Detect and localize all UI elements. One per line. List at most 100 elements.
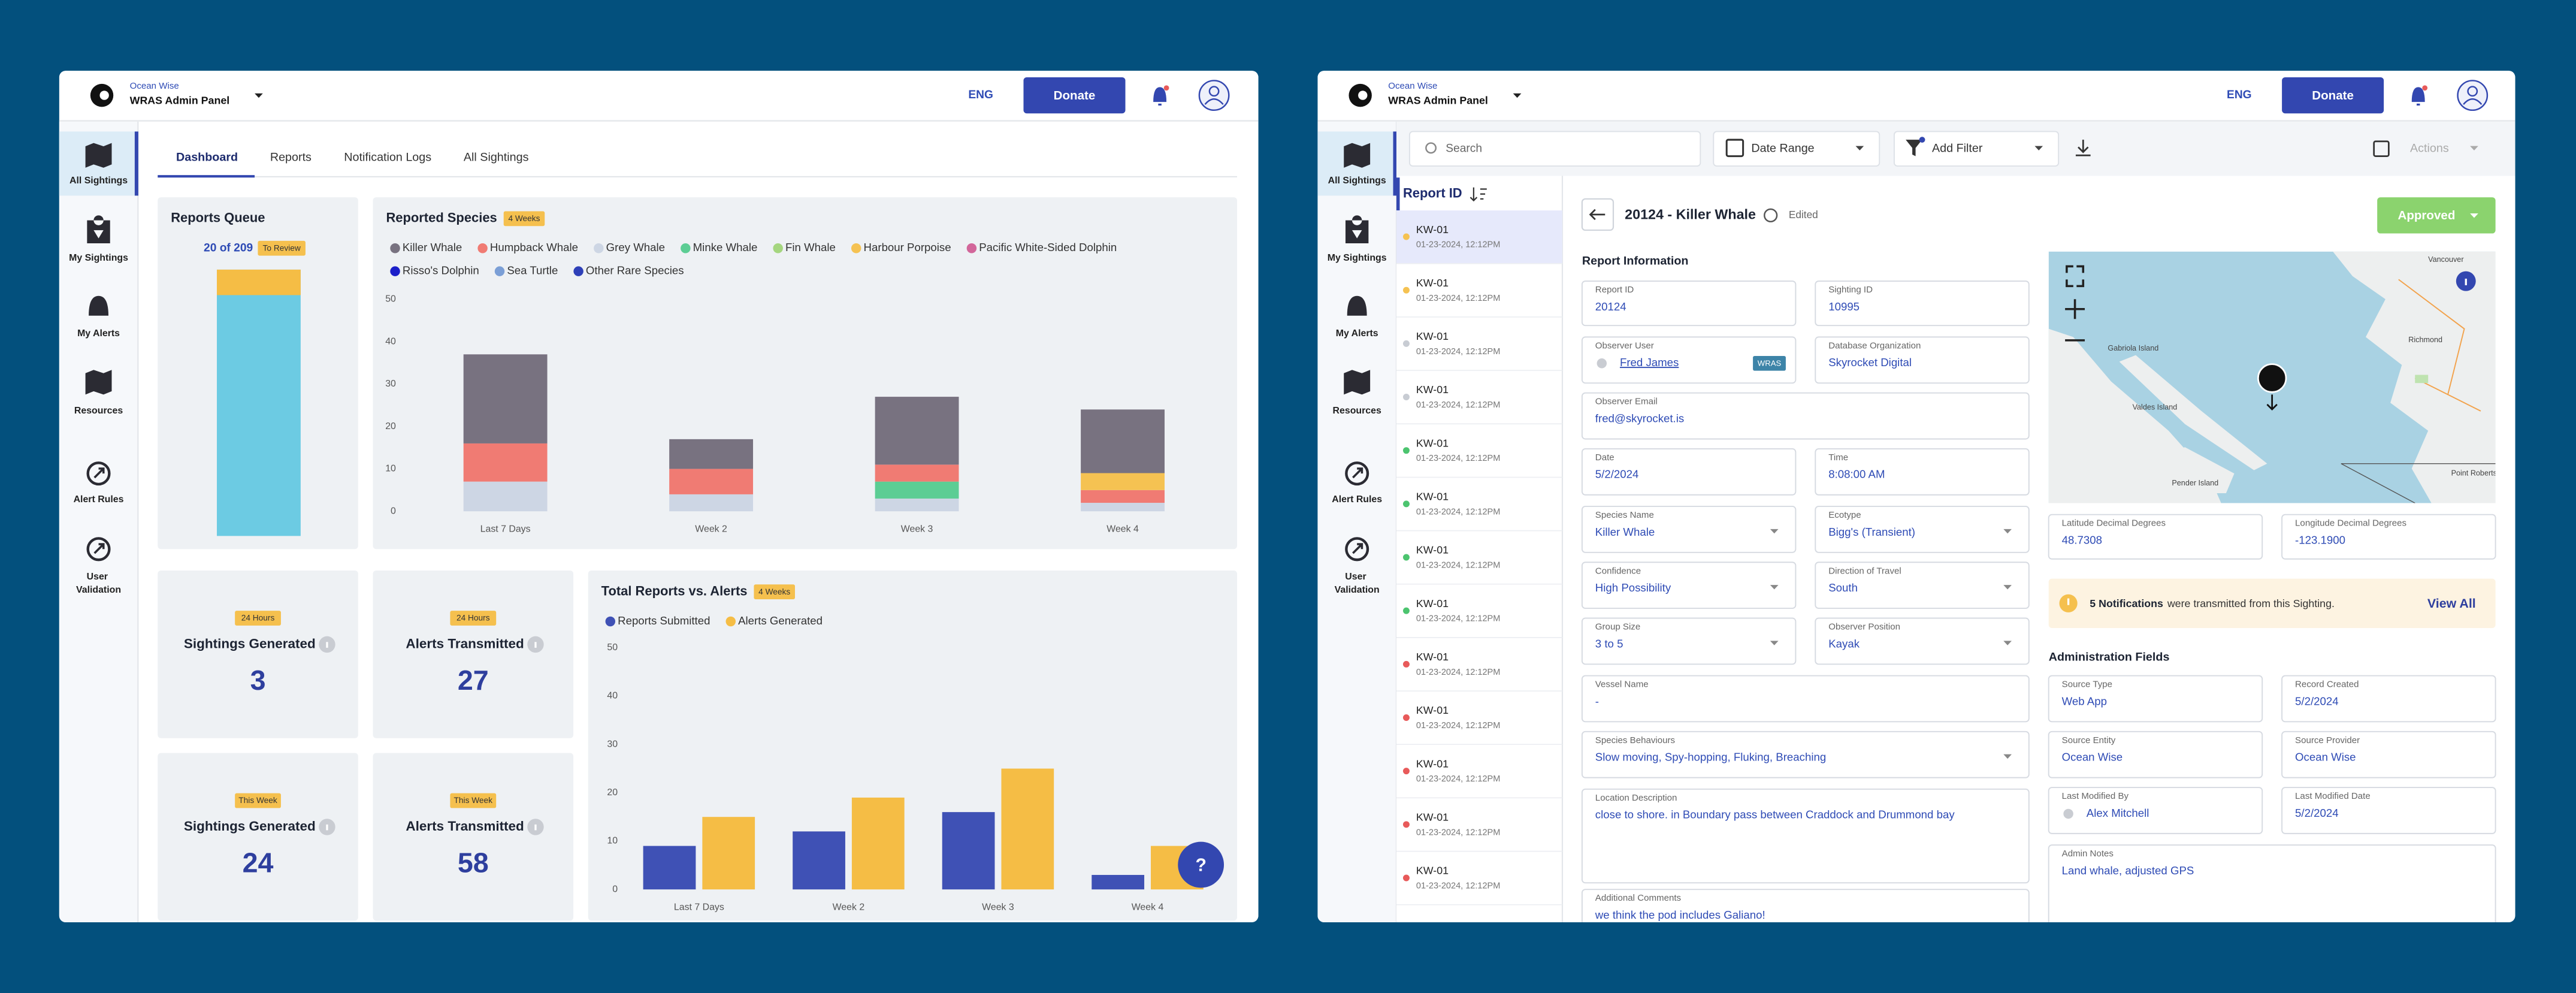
- view-all-link[interactable]: View All: [2427, 596, 2476, 611]
- nav-icon[interactable]: [1347, 295, 1367, 316]
- badge-label: 4 Weeks: [508, 214, 540, 223]
- field[interactable]: [2281, 514, 2496, 560]
- field[interactable]: [1581, 562, 1797, 609]
- field[interactable]: [2048, 731, 2263, 778]
- nav-icon[interactable]: [86, 461, 111, 486]
- nav-label[interactable]: Resources: [1333, 406, 1381, 416]
- nav-label[interactable]: User Validation: [1335, 572, 1380, 595]
- legend-label: Killer Whale: [403, 241, 462, 253]
- search-box[interactable]: [1408, 131, 1701, 167]
- date-range[interactable]: [1713, 131, 1880, 167]
- status-button[interactable]: [2377, 197, 2496, 234]
- field[interactable]: [1815, 448, 2030, 496]
- field[interactable]: [1581, 675, 2030, 723]
- notice-count: 5 Notifications: [2090, 597, 2163, 609]
- nav-icon[interactable]: [85, 370, 112, 395]
- nav-icon[interactable]: [1345, 461, 1369, 486]
- field-label: Source Entity: [2062, 735, 2116, 745]
- field[interactable]: [1581, 617, 1797, 665]
- list-item-id[interactable]: KW-01: [1416, 437, 1449, 449]
- field[interactable]: [1581, 280, 1797, 327]
- tab[interactable]: Reports: [270, 151, 312, 164]
- nav-label[interactable]: My Sightings: [1328, 253, 1387, 263]
- bell-icon[interactable]: [1153, 87, 1167, 106]
- info-icon-bar: [534, 824, 537, 831]
- list-item-id[interactable]: KW-01: [1416, 757, 1449, 769]
- add-filter-label: Add Filter: [1932, 141, 1983, 155]
- field[interactable]: [1581, 889, 2030, 938]
- map[interactable]: Vancouver Richmond Gabriola Island Valdes I…: [2048, 251, 2497, 503]
- list-item-id[interactable]: KW-01: [1416, 651, 1449, 663]
- field[interactable]: [1815, 562, 2030, 609]
- nav-label[interactable]: My Alerts: [77, 328, 120, 339]
- map-island: [2119, 355, 2267, 470]
- field-label: Longitude Decimal Degrees: [2295, 518, 2406, 529]
- download-icon[interactable]: [2075, 140, 2091, 156]
- language[interactable]: ENG: [968, 89, 993, 101]
- list-item-id[interactable]: KW-01: [1416, 544, 1449, 556]
- field[interactable]: [1581, 506, 1797, 553]
- nav-icon[interactable]: [86, 537, 111, 562]
- donate-button[interactable]: [1023, 77, 1126, 114]
- language[interactable]: ENG: [2227, 89, 2252, 101]
- status-dot: [1402, 286, 1410, 294]
- nav-label[interactable]: My Sightings: [69, 253, 128, 263]
- list-item-id[interactable]: KW-01: [1416, 597, 1449, 609]
- nav-icon[interactable]: [1345, 215, 1369, 244]
- legend-label: Minke Whale: [693, 241, 758, 253]
- list-item-id[interactable]: KW-01: [1416, 224, 1449, 236]
- field[interactable]: [2281, 787, 2496, 834]
- field-label: Source Provider: [2295, 735, 2360, 745]
- nav-icon[interactable]: [85, 143, 112, 168]
- tab[interactable]: Notification Logs: [344, 151, 431, 164]
- field[interactable]: [2048, 844, 2496, 927]
- list-item-id[interactable]: KW-01: [1416, 811, 1449, 823]
- actions-icon[interactable]: [2373, 140, 2390, 157]
- help-button[interactable]: [1178, 841, 1224, 888]
- list-item-id[interactable]: KW-01: [1416, 491, 1449, 503]
- donate-button[interactable]: [2282, 77, 2384, 114]
- field[interactable]: [1581, 448, 1797, 496]
- field[interactable]: [2048, 787, 2263, 834]
- avatar-head: [2467, 86, 2478, 97]
- nav-label[interactable]: Resources: [74, 406, 123, 416]
- list-item-id[interactable]: KW-01: [1416, 865, 1449, 877]
- sort-icon[interactable]: [1470, 187, 1487, 202]
- add-filter[interactable]: [1893, 131, 2060, 167]
- list-item-id[interactable]: KW-01: [1416, 277, 1449, 289]
- bell-icon[interactable]: [2411, 87, 2425, 106]
- field[interactable]: [1581, 336, 1797, 384]
- field[interactable]: [2048, 675, 2263, 723]
- nav-label[interactable]: All Sightings: [69, 176, 128, 186]
- field[interactable]: [1815, 336, 2030, 384]
- list-item-id[interactable]: KW-01: [1416, 330, 1449, 342]
- nav-icon[interactable]: [1344, 370, 1371, 395]
- list-item-id[interactable]: KW-01: [1416, 384, 1449, 396]
- nav-label[interactable]: Alert Rules: [74, 494, 124, 505]
- field[interactable]: [1581, 788, 2030, 884]
- nav-icon[interactable]: [87, 215, 110, 244]
- field[interactable]: [2281, 731, 2496, 778]
- field[interactable]: [2048, 514, 2263, 560]
- tab[interactable]: Dashboard: [176, 151, 238, 164]
- bar-segment: [875, 481, 959, 499]
- nav-icon[interactable]: [89, 295, 108, 316]
- field[interactable]: [1815, 506, 2030, 553]
- nav-label[interactable]: All Sightings: [1328, 176, 1386, 186]
- nav-icon[interactable]: [1344, 143, 1371, 168]
- nav-icon[interactable]: [1345, 537, 1369, 562]
- field[interactable]: [1815, 617, 2030, 665]
- actions-label[interactable]: Actions: [2410, 141, 2449, 155]
- nav-label[interactable]: My Alerts: [1336, 328, 1378, 339]
- dashboard-window: Ocean Wise WRAS Admin Panel ENG Donate All S…: [59, 70, 1259, 923]
- field-label: Location Description: [1595, 793, 1677, 803]
- tab[interactable]: All Sightings: [464, 151, 529, 164]
- nav-label[interactable]: User Validation: [76, 572, 121, 595]
- nav-label[interactable]: Alert Rules: [1332, 494, 1382, 505]
- field[interactable]: [1815, 280, 2030, 327]
- field[interactable]: [1581, 392, 2030, 440]
- list-item-id[interactable]: KW-01: [1416, 704, 1449, 716]
- bar-segment: [463, 481, 548, 512]
- field[interactable]: [2281, 675, 2496, 723]
- field[interactable]: [1581, 731, 2030, 778]
